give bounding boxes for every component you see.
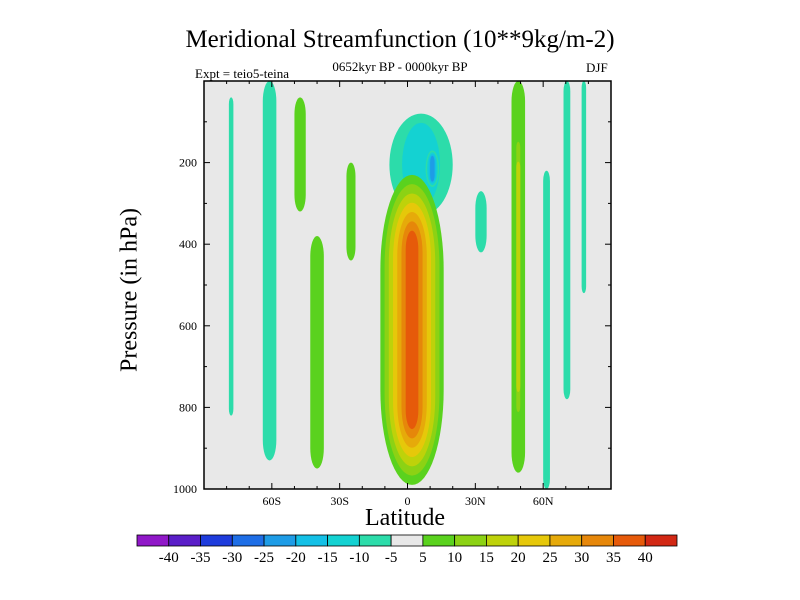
chart-title: Meridional Streamfunction (10**9kg/m-2) [185,26,615,53]
contour-north-subtropic-negative-level-5 [475,191,487,253]
y-tick-label: 800 [179,400,197,414]
colorbar-label: -20 [286,550,306,566]
contour-south-subtropic-positive-level-5 [294,97,306,212]
y-axis-ticks: 200 400 600 800 1000 [173,121,611,496]
colorbar-label: 20 [511,550,526,566]
colorbar-label: -5 [385,550,398,566]
colorbar-label: -15 [318,550,338,566]
colorbar-label: -35 [191,550,211,566]
colorbar-label: 15 [479,550,494,566]
colorbar-swatch [327,534,360,547]
contour-hadley-cell-level-35 [405,230,419,430]
colorbar-swatch [549,534,583,547]
colorbar-swatch [517,534,551,547]
y-tick-label: 200 [179,156,197,170]
contour-northern-midlat-core-level-15 [516,161,521,393]
contour-regions [228,81,587,489]
experiment-label: Expt = teio5-teina [195,66,289,81]
colorbar-label: -30 [222,550,242,566]
colorbar-label: 35 [606,550,621,566]
colorbar-label: 30 [574,550,589,566]
y-tick-label: 400 [179,237,197,251]
colorbar: -40 -35 -30 -25 -20 -15 -10 -5 5 10 15 20 25 30 35 40 [136,534,678,566]
colorbar-swatch [581,534,614,547]
colorbar-swatch [358,534,392,547]
contour-subtropic-upper-level-5 [346,162,356,261]
contour-tropical-upper-core-level-20 [430,155,435,182]
colorbar-swatch [136,534,170,547]
x-tick-label: 0 [405,494,411,508]
colorbar-swatch [200,534,233,547]
colorbar-label: -25 [254,550,274,566]
contour-arctic-strip-level-5 [581,81,587,294]
x-axis-ticks: 60S 30S 0 30N 60N [226,81,589,508]
x-tick-label: 30N [465,494,486,508]
y-tick-label: 600 [179,319,197,333]
colorbar-swatch [644,534,678,547]
contour-southern-hadley-edge-level-5 [310,236,324,469]
contour-southern-midlat-strip-level-5 [262,81,277,461]
colorbar-swatch [263,534,297,547]
colorbar-swatch [168,534,201,547]
colorbar-swatch [613,534,646,547]
season-label: DJF [586,60,608,75]
colorbar-label: 25 [542,550,557,566]
colorbar-label: -10 [349,550,369,566]
contour-north-polar-negative-level-5 [563,81,571,400]
x-axis-label: Latitude [365,505,445,531]
colorbar-swatch [454,534,487,547]
contour-north-minor-negative-level-5 [543,170,550,489]
colorbar-label: 40 [638,550,653,566]
x-tick-label: 30S [330,494,349,508]
chart-subtitle: 0652kyr BP - 0000kyr BP [332,59,468,74]
colorbar-label: -40 [159,550,179,566]
x-tick-label: 60N [533,494,554,508]
colorbar-swatch [486,534,519,547]
colorbar-swatch [390,534,424,547]
x-tick-label: 60S [262,494,281,508]
colorbar-swatch [231,534,265,547]
colorbar-swatch [295,534,328,547]
y-tick-label: 1000 [173,482,197,496]
colorbar-label: 10 [447,550,462,566]
contour-south-pole-positive-level-5 [228,97,234,416]
colorbar-label: 5 [419,550,427,566]
colorbar-swatch [422,534,456,547]
